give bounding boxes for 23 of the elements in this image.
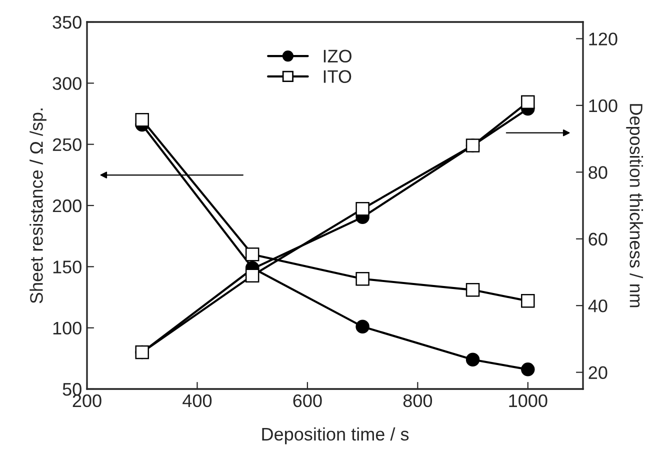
y-tick-label: 100 — [53, 322, 82, 335]
x-tick-label: 400 — [182, 394, 212, 408]
y-tick-label: 200 — [52, 199, 82, 212]
y2-tick-label: 60 — [588, 232, 608, 246]
y-tick-label: 150 — [53, 260, 82, 274]
legend-label: IZO — [324, 50, 352, 63]
y-tick-label: 50 — [62, 382, 82, 396]
y-tick-label: 300 — [52, 77, 82, 90]
x-tick-label: 1000 — [509, 394, 548, 408]
y2-axis-title: Deposition thickness / nm — [626, 104, 643, 308]
y2-tick-label: 80 — [588, 166, 608, 179]
y-axis-title: Sheet resistance / Ω /sp. — [30, 108, 46, 304]
x-tick-label: 800 — [403, 394, 432, 408]
legend-label: ITO — [324, 70, 352, 83]
y-tick-label: 250 — [52, 138, 82, 152]
x-axis-title: Deposition time / s — [262, 427, 409, 444]
y2-tick-label: 120 — [589, 32, 618, 46]
y-tick-label: 350 — [52, 16, 82, 29]
x-tick-label: 200 — [72, 394, 102, 408]
y2-tick-label: 40 — [588, 300, 608, 312]
x-tick-label: 600 — [293, 394, 322, 408]
y2-tick-label: 20 — [588, 366, 608, 380]
y2-tick-label: 100 — [589, 99, 618, 112]
